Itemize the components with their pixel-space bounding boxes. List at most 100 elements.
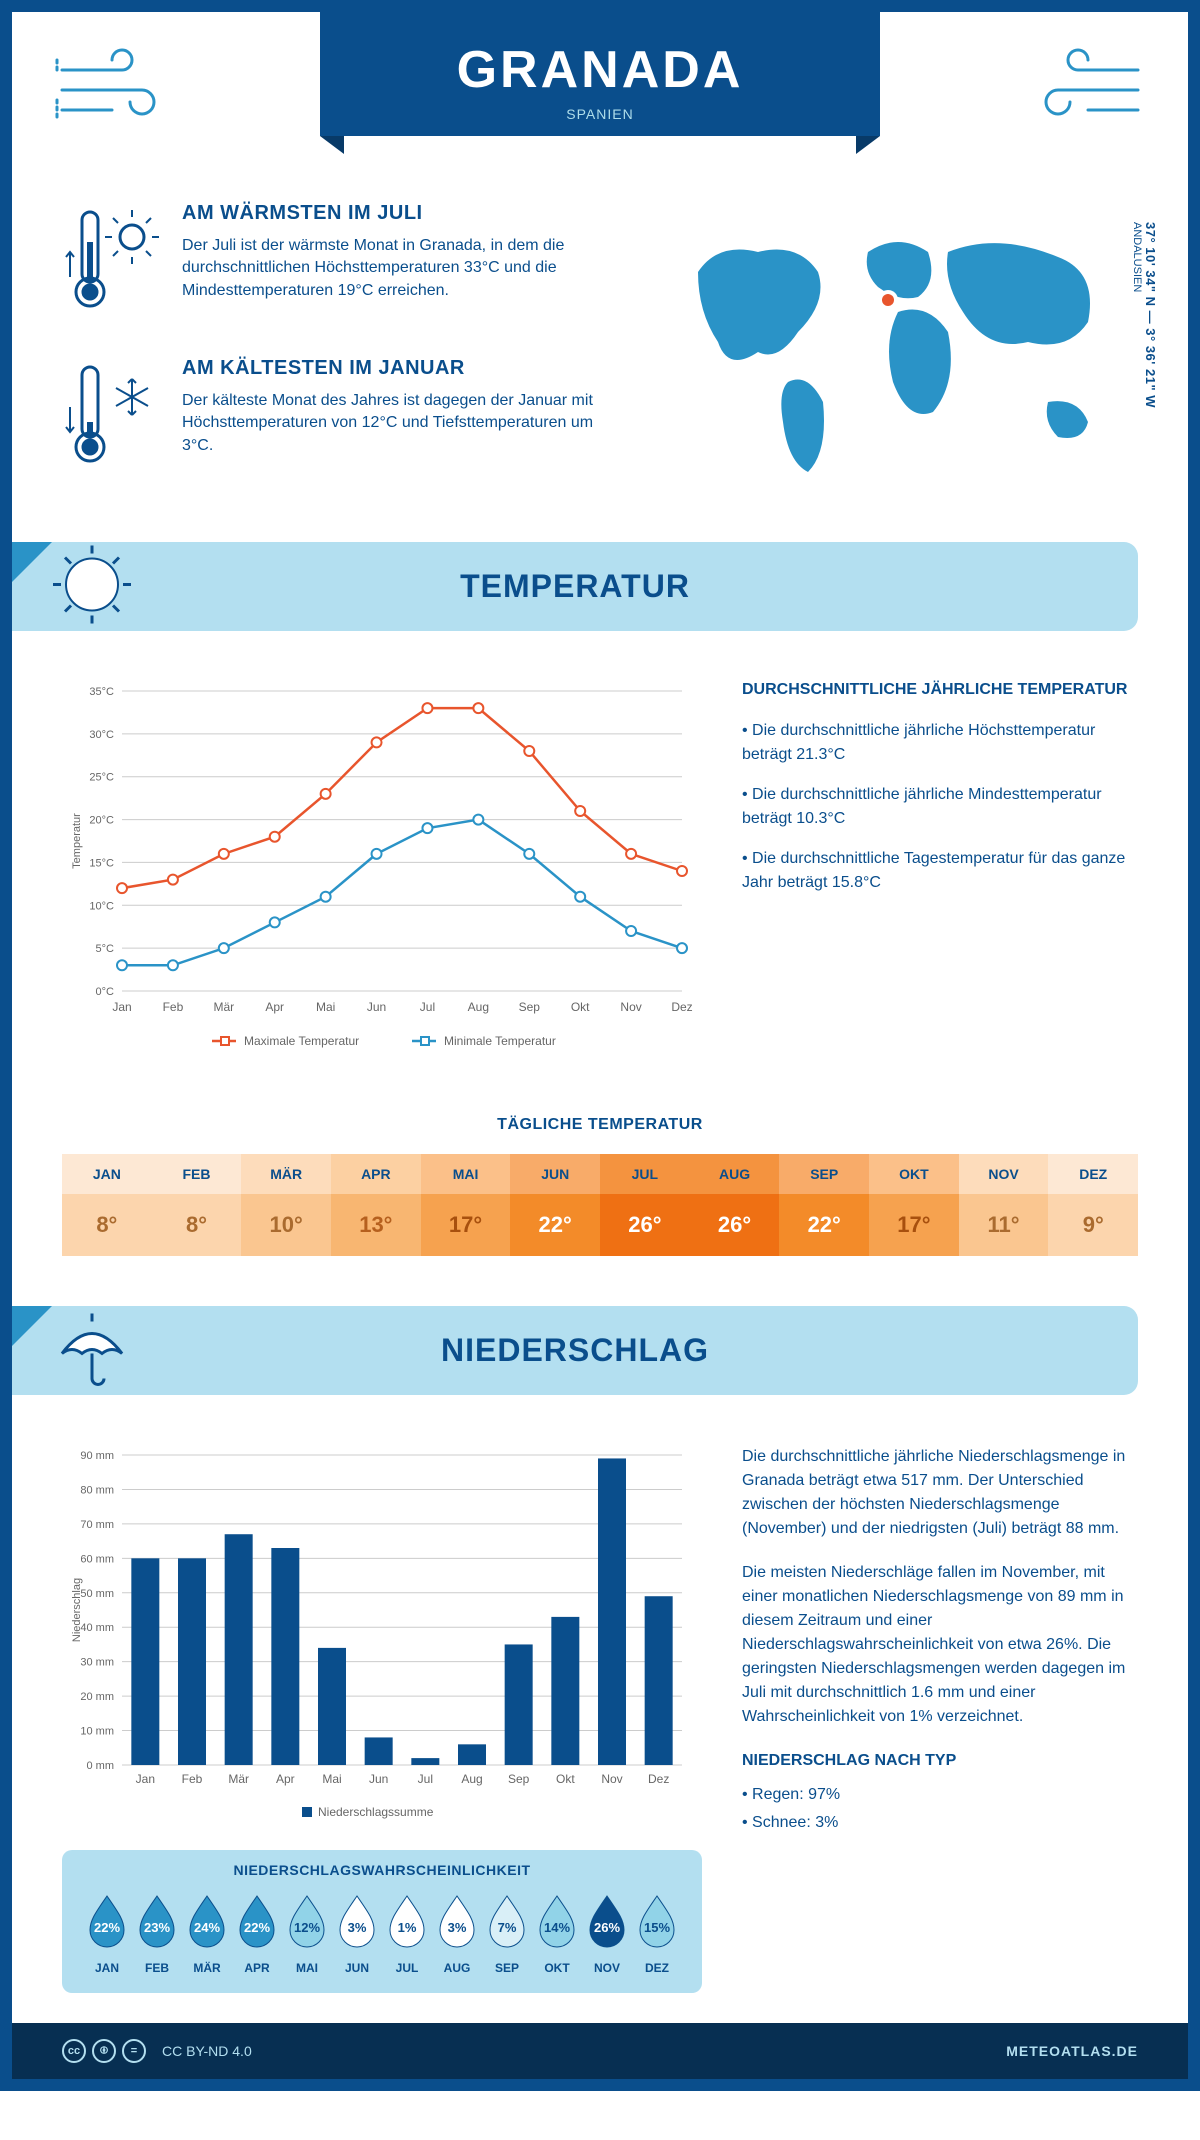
daily-cell: DEZ9° [1048,1154,1138,1256]
svg-text:Feb: Feb [163,1000,184,1014]
svg-text:Mär: Mär [228,1772,249,1786]
probability-title: NIEDERSCHLAGSWAHRSCHEINLICHKEIT [82,1862,682,1878]
precipitation-content: 0 mm10 mm20 mm30 mm40 mm50 mm60 mm70 mm8… [12,1425,1188,2023]
region-label: ANDALUSIEN [1131,222,1143,292]
svg-text:30°C: 30°C [89,729,114,741]
svg-text:80 mm: 80 mm [80,1484,114,1496]
intro-section: AM WÄRMSTEN IM JULI Der Juli ist der wär… [12,182,1188,542]
svg-text:20 mm: 20 mm [80,1691,114,1703]
svg-text:Sep: Sep [519,1000,541,1014]
svg-text:20°C: 20°C [89,815,114,827]
country-name: SPANIEN [320,106,880,122]
daily-cell: MAI17° [421,1154,511,1256]
warmest-title: AM WÄRMSTEN IM JULI [182,202,618,225]
svg-text:0 mm: 0 mm [87,1760,115,1772]
svg-text:Niederschlag: Niederschlag [71,1578,83,1642]
daily-cell: JUL26° [600,1154,690,1256]
svg-text:70 mm: 70 mm [80,1519,114,1531]
svg-text:25°C: 25°C [89,772,114,784]
probability-panel: NIEDERSCHLAGSWAHRSCHEINLICHKEIT 22%JAN23… [62,1850,702,1993]
title-banner: GRANADA SPANIEN [320,12,880,136]
svg-text:Niederschlagssumme: Niederschlagssumme [318,1805,434,1819]
svg-text:Jun: Jun [367,1000,386,1014]
thermometer-snow-icon [62,357,162,482]
svg-text:15%: 15% [644,1920,670,1935]
svg-text:0°C: 0°C [96,986,115,998]
coordinates-label: 37° 10' 34" N — 3° 36' 21" W [1143,222,1158,408]
svg-text:Mai: Mai [316,1000,335,1014]
precip-para-2: Die meisten Niederschläge fallen im Nove… [742,1561,1138,1729]
svg-text:Dez: Dez [648,1772,669,1786]
svg-text:Nov: Nov [601,1772,622,1786]
umbrella-icon [47,1303,137,1398]
probability-drop: 26%NOV [582,1892,632,1975]
svg-text:22%: 22% [94,1920,120,1935]
precipitation-chart: 0 mm10 mm20 mm30 mm40 mm50 mm60 mm70 mm8… [62,1445,702,1825]
probability-drop: 23%FEB [132,1892,182,1975]
precip-type-item: • Schnee: 3% [742,1811,1138,1835]
svg-text:Minimale Temperatur: Minimale Temperatur [444,1034,556,1048]
warmest-text: Der Juli ist der wärmste Monat in Granad… [182,235,618,302]
svg-text:60 mm: 60 mm [80,1553,114,1565]
header: GRANADA SPANIEN [12,12,1188,182]
precipitation-text: Die durchschnittliche jährliche Niedersc… [742,1445,1138,1993]
probability-drop: 3%AUG [432,1892,482,1975]
license-text: CC BY-ND 4.0 [162,2043,252,2059]
svg-text:Apr: Apr [265,1000,284,1014]
svg-text:26%: 26% [594,1920,620,1935]
svg-text:22%: 22% [244,1920,270,1935]
svg-text:Apr: Apr [276,1772,295,1786]
svg-text:Sep: Sep [508,1772,530,1786]
avg-bullet: • Die durchschnittliche jährliche Höchst… [742,719,1138,767]
svg-text:10°C: 10°C [89,900,114,912]
cc-icon: cc [62,2039,86,2063]
avg-bullet: • Die durchschnittliche Tagestemperatur … [742,847,1138,895]
wind-icon [52,40,172,135]
svg-text:Aug: Aug [461,1772,482,1786]
svg-text:15°C: 15°C [89,857,114,869]
map-panel: ANDALUSIEN 37° 10' 34" N — 3° 36' 21" W [658,202,1138,512]
probability-drop: 14%OKT [532,1892,582,1975]
license-block: cc 🅯 = CC BY-ND 4.0 [62,2039,252,2063]
svg-text:3%: 3% [348,1920,367,1935]
world-map-icon [658,202,1138,502]
probability-drop: 24%MÄR [182,1892,232,1975]
wind-icon [1028,40,1148,135]
temperature-chart: 0°C5°C10°C15°C20°C25°C30°C35°CJanFebMärA… [62,681,702,1066]
temperature-content: 0°C5°C10°C15°C20°C25°C30°C35°CJanFebMärA… [12,661,1188,1096]
daily-cell: FEB8° [152,1154,242,1256]
infographic-page: GRANADA SPANIEN AM WÄRM [0,0,1200,2091]
daily-cell: APR13° [331,1154,421,1256]
footer: cc 🅯 = CC BY-ND 4.0 METEOATLAS.DE [12,2023,1188,2079]
svg-text:Dez: Dez [671,1000,692,1014]
sun-icon [47,539,137,634]
warmest-fact: AM WÄRMSTEN IM JULI Der Juli ist der wär… [62,202,618,327]
svg-text:5°C: 5°C [96,943,115,955]
svg-text:40 mm: 40 mm [80,1622,114,1634]
svg-text:Jul: Jul [418,1772,433,1786]
probability-drop: 22%JAN [82,1892,132,1975]
svg-text:90 mm: 90 mm [80,1450,114,1462]
precipitation-banner: NIEDERSCHLAG [12,1306,1138,1395]
svg-text:10 mm: 10 mm [80,1726,114,1738]
svg-text:Jan: Jan [136,1772,155,1786]
probability-drop: 1%JUL [382,1892,432,1975]
svg-text:12%: 12% [294,1920,320,1935]
svg-text:30 mm: 30 mm [80,1657,114,1669]
svg-text:Okt: Okt [571,1000,590,1014]
svg-text:Aug: Aug [468,1000,489,1014]
precip-type-item: • Regen: 97% [742,1783,1138,1807]
svg-text:23%: 23% [144,1920,170,1935]
svg-text:Maximale Temperatur: Maximale Temperatur [244,1034,359,1048]
svg-text:Jul: Jul [420,1000,435,1014]
precipitation-title: NIEDERSCHLAG [12,1332,1138,1369]
daily-cell: OKT17° [869,1154,959,1256]
probability-drop: 15%DEZ [632,1892,682,1975]
daily-cell: SEP22° [779,1154,869,1256]
svg-text:3%: 3% [448,1920,467,1935]
svg-text:35°C: 35°C [89,686,114,698]
temperature-averages: DURCHSCHNITTLICHE JÄHRLICHE TEMPERATUR •… [742,681,1138,1066]
daily-temp-title: TÄGLICHE TEMPERATUR [12,1116,1188,1134]
svg-text:Jan: Jan [112,1000,131,1014]
daily-cell: JUN22° [510,1154,600,1256]
